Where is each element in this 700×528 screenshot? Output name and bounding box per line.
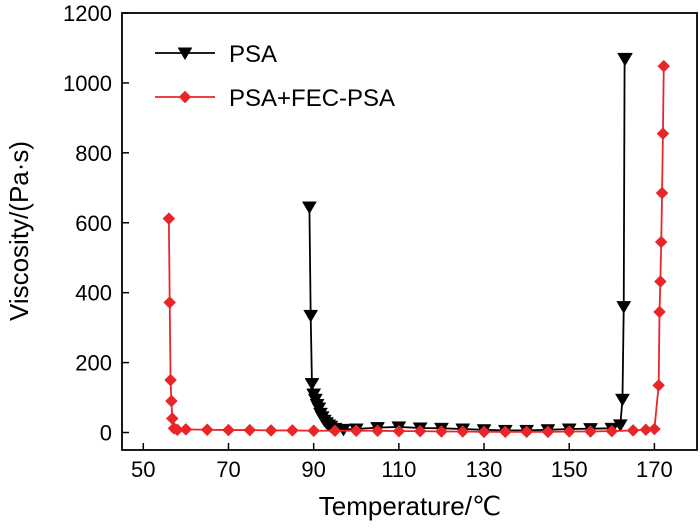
x-tick-label: 110 (381, 457, 416, 482)
y-tick-label: 400 (75, 281, 112, 306)
x-tick-label: 150 (551, 457, 588, 482)
data-point (303, 309, 319, 323)
y-tick-label: 1000 (63, 71, 112, 96)
data-point (222, 423, 235, 437)
data-point (605, 424, 619, 438)
data-point (178, 90, 192, 104)
series-line (167, 66, 665, 433)
data-point (165, 412, 179, 425)
data-point (162, 212, 176, 225)
data-point (654, 275, 667, 288)
data-point (286, 424, 299, 437)
legend-entry: PSA+FEC-PSA (155, 85, 395, 112)
data-point (584, 425, 597, 438)
x-tick-label: 90 (301, 457, 325, 482)
data-point (328, 424, 342, 438)
data-point (264, 424, 278, 437)
data-point (349, 424, 363, 438)
legend-label: PSA (229, 41, 277, 68)
plot-frame (121, 12, 698, 451)
data-point (301, 201, 317, 215)
legend-label: PSA+FEC-PSA (229, 85, 395, 112)
x-tick-label: 170 (636, 457, 673, 482)
data-point (562, 425, 576, 438)
data-point (243, 423, 257, 437)
y-tick-label: 0 (100, 421, 112, 446)
data-point (541, 425, 555, 439)
y-tick-label: 200 (75, 351, 112, 376)
x-tick-label: 70 (216, 457, 240, 482)
data-point (618, 52, 633, 66)
data-point (179, 423, 193, 436)
y-tick-label: 800 (75, 141, 112, 166)
y-axis-title: Viscosity/(Pa·s) (4, 141, 34, 321)
data-point (477, 425, 491, 439)
data-point (520, 425, 533, 439)
x-tick-label: 50 (131, 457, 155, 482)
data-point (371, 424, 384, 438)
y-tick-label: 1200 (63, 1, 112, 26)
data-point (165, 394, 178, 408)
data-point (612, 419, 628, 432)
data-point (413, 424, 427, 438)
data-point (456, 425, 470, 438)
data-point (435, 425, 448, 438)
y-tick-label: 600 (75, 211, 112, 236)
data-point (648, 422, 661, 436)
data-point (164, 373, 177, 387)
x-axis-title: Temperature/℃ (319, 491, 501, 521)
data-point (177, 47, 193, 61)
data-point (163, 296, 177, 309)
data-point (656, 127, 670, 140)
data-point (655, 186, 669, 200)
data-point (652, 378, 666, 392)
series-psa-fec-psa (162, 59, 671, 439)
legend-entry: PSA (155, 41, 277, 68)
data-point (626, 424, 640, 437)
data-point (657, 59, 671, 73)
data-point (307, 424, 321, 438)
x-tick-label: 130 (466, 457, 503, 482)
data-point (615, 393, 630, 407)
data-point (654, 235, 668, 249)
data-point (498, 425, 512, 439)
data-point (200, 423, 214, 437)
data-point (653, 305, 666, 319)
series-line (308, 57, 626, 432)
data-point (392, 424, 406, 438)
data-point (616, 301, 632, 314)
data-point (304, 378, 320, 391)
